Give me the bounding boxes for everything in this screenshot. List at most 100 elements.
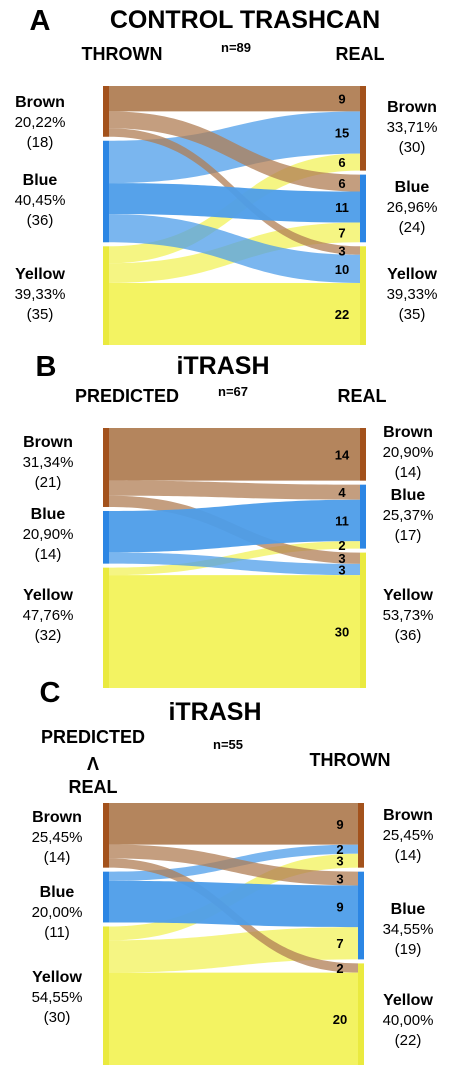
left-node-percent: 25,45% (32, 829, 83, 846)
flow-value-label: 2 (336, 842, 343, 857)
panel-title: CONTROL TRASHCAN (110, 6, 380, 34)
right-node-name: Brown (383, 807, 433, 824)
right-node-name: Blue (391, 901, 426, 918)
left-node-brown (103, 803, 109, 868)
flow-value-label: 30 (335, 625, 349, 640)
right-node-count: (30) (399, 139, 426, 156)
left-node-brown (103, 86, 109, 137)
left-node-name: Blue (31, 506, 66, 523)
flow-value-label: 7 (336, 936, 343, 951)
left-node-count: (30) (44, 1009, 71, 1026)
left-axis-header: REAL (69, 777, 118, 797)
left-node-name: Blue (23, 172, 58, 189)
flow-blue-to-blue (109, 880, 358, 928)
flow-brown-to-brown (109, 428, 360, 481)
flow-value-label: 3 (338, 551, 345, 566)
left-node-percent: 31,34% (23, 454, 74, 471)
right-node-name: Yellow (383, 587, 433, 604)
flow-brown-to-blue (109, 111, 360, 192)
left-node-blue (103, 510, 109, 564)
left-node-count: (21) (35, 474, 62, 491)
flow-blue-to-yellow (109, 214, 360, 283)
left-node-count: (36) (27, 212, 54, 229)
right-node-blue (358, 871, 364, 960)
left-node-count: (35) (27, 306, 54, 323)
left-node-blue (103, 871, 109, 923)
flow-blue-to-yellow (109, 552, 360, 576)
left-axis-header: THROWN (82, 44, 163, 64)
left-node-count: (11) (44, 924, 70, 941)
flow-value-label: 3 (336, 872, 343, 887)
right-node-count: (17) (395, 527, 422, 544)
flow-brown-to-brown (109, 86, 360, 112)
right-node-brown (358, 803, 364, 868)
flow-value-label: 9 (336, 817, 343, 832)
panel-c: 923397220Brown25,45%(14)Blue20,00%(11)Ye… (32, 803, 434, 1065)
flow-value-label: 10 (335, 262, 349, 277)
right-node-yellow (360, 246, 366, 345)
left-node-name: Brown (32, 809, 82, 826)
right-node-yellow (358, 963, 364, 1065)
left-node-name: Brown (23, 434, 73, 451)
right-node-name: Brown (387, 99, 437, 116)
flow-yellow-to-yellow (109, 972, 358, 1065)
right-node-name: Yellow (387, 266, 437, 283)
flow-value-label: 2 (336, 961, 343, 976)
right-node-percent: 40,00% (383, 1012, 434, 1029)
flow-yellow-to-yellow (109, 575, 360, 688)
flow-value-label: 11 (335, 513, 349, 528)
left-node-count: (14) (44, 849, 71, 866)
flow-value-label: 11 (335, 200, 349, 215)
flow-value-label: 3 (338, 563, 345, 578)
right-node-percent: 25,37% (383, 507, 434, 524)
left-node-brown (103, 428, 109, 507)
left-node-blue (103, 140, 109, 243)
flow-value-label: 22 (335, 307, 349, 322)
flow-value-label: 3 (338, 244, 345, 259)
right-node-brown (360, 428, 366, 481)
left-node-percent: 20,90% (23, 526, 74, 543)
left-node-name: Yellow (15, 266, 65, 283)
flow-value-label: 9 (338, 92, 345, 107)
flow-blue-to-blue (109, 183, 360, 223)
flow-value-label: 4 (338, 485, 346, 500)
left-node-percent: 39,33% (15, 286, 66, 303)
right-axis-header: THROWN (310, 750, 391, 770)
flow-brown-to-blue (109, 480, 360, 500)
flow-value-label: 20 (333, 1012, 347, 1027)
right-node-brown (360, 86, 366, 171)
panel-label: C (40, 677, 61, 709)
flow-value-label: 7 (338, 225, 345, 240)
left-node-yellow (103, 567, 109, 688)
left-node-name: Blue (40, 884, 75, 901)
flow-value-label: 3 (336, 854, 343, 869)
right-node-count: (14) (395, 464, 422, 481)
right-node-count: (19) (395, 941, 422, 958)
panel-a: 9 15 6 6 11 7 3 10 22 Brown 20,22% (18) Blue 40,45% (3… (15, 86, 438, 345)
flow-value-label: 2 (338, 538, 345, 553)
left-node-percent: 20,00% (32, 904, 83, 921)
right-node-percent: 25,45% (383, 827, 434, 844)
right-node-name: Yellow (383, 992, 433, 1009)
right-node-blue (360, 174, 366, 243)
panel-label: B (36, 351, 57, 383)
left-node-count: (32) (35, 627, 62, 644)
left-axis-header: Λ (87, 754, 99, 774)
right-node-count: (36) (395, 627, 422, 644)
panel-title: iTRASH (176, 352, 269, 380)
right-node-percent: 39,33% (387, 286, 438, 303)
flow-yellow-to-yellow (109, 282, 360, 345)
right-node-name: Blue (395, 179, 430, 196)
sample-size: n=89 (221, 40, 251, 55)
right-node-yellow (360, 552, 366, 688)
left-axis-header: PREDICTED (75, 386, 179, 406)
left-node-count: (14) (35, 546, 62, 563)
right-node-blue (360, 484, 366, 549)
right-node-percent: 26,96% (387, 199, 438, 216)
panel-b: 1441123330Brown31,34%(21)Blue20,90%(14)Y… (23, 424, 434, 688)
flow-brown-to-brown (109, 803, 358, 845)
right-node-count: (24) (399, 219, 426, 236)
right-node-name: Brown (383, 424, 433, 441)
left-node-name: Yellow (32, 969, 82, 986)
flow-blue-to-blue (109, 499, 360, 553)
